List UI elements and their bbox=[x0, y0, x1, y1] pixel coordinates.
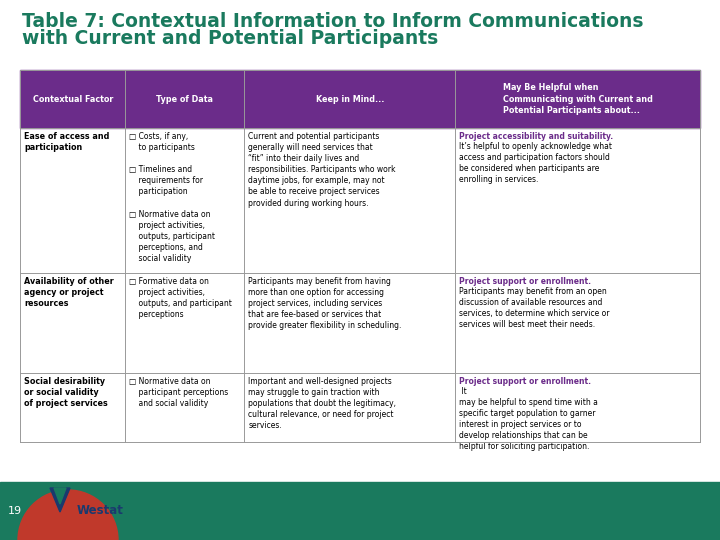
Bar bbox=[20, 373, 700, 493]
Text: May Be Helpful when
Communicating with Current and
Potential Participants about.: May Be Helpful when Communicating with C… bbox=[503, 83, 652, 114]
Text: Contextual Factor: Contextual Factor bbox=[32, 94, 113, 104]
Text: Important and well-designed projects
may struggle to gain traction with
populati: Important and well-designed projects may… bbox=[248, 377, 397, 430]
Wedge shape bbox=[18, 490, 118, 540]
Text: □ Formative data on
    project activities,
    outputs, and participant
    per: □ Formative data on project activities, … bbox=[130, 277, 233, 319]
Polygon shape bbox=[50, 488, 70, 512]
Text: Project support or enrollment.: Project support or enrollment. bbox=[459, 377, 591, 386]
Text: □ Costs, if any,
    to participants

□ Timelines and
    requirements for
    p: □ Costs, if any, to participants □ Timel… bbox=[130, 132, 215, 263]
Text: Current and potential participants
generally will need services that
“fit” into : Current and potential participants gener… bbox=[248, 132, 396, 207]
Bar bbox=[20, 70, 700, 128]
Text: with Current and Potential Participants: with Current and Potential Participants bbox=[22, 29, 438, 48]
Text: It’s helpful to openly acknowledge what
access and participation factors should
: It’s helpful to openly acknowledge what … bbox=[459, 142, 612, 184]
Bar bbox=[0, 482, 720, 540]
Bar bbox=[20, 128, 700, 273]
Text: It
may be helpful to spend time with a
specific target population to garner
inte: It may be helpful to spend time with a s… bbox=[459, 387, 598, 451]
Text: Keep in Mind...: Keep in Mind... bbox=[315, 94, 384, 104]
Text: Type of Data: Type of Data bbox=[156, 94, 213, 104]
Text: Participants may benefit from having
more than one option for accessing
project : Participants may benefit from having mor… bbox=[248, 277, 402, 330]
Text: 19: 19 bbox=[8, 506, 22, 516]
Text: Westat: Westat bbox=[77, 504, 124, 517]
Text: Participants may benefit from an open
discussion of available resources and
serv: Participants may benefit from an open di… bbox=[459, 287, 610, 329]
Text: Project accessibility and suitability.: Project accessibility and suitability. bbox=[459, 132, 613, 141]
Text: Project support or enrollment.: Project support or enrollment. bbox=[459, 277, 591, 286]
Text: Social desirability
or social validity
of project services: Social desirability or social validity o… bbox=[24, 377, 108, 408]
Text: Availability of other
agency or project
resources: Availability of other agency or project … bbox=[24, 277, 114, 308]
Text: □ Normative data on
    participant perceptions
    and social validity: □ Normative data on participant percepti… bbox=[130, 377, 229, 408]
Bar bbox=[20, 273, 700, 373]
Text: Table 7: Contextual Information to Inform Communications: Table 7: Contextual Information to Infor… bbox=[22, 12, 644, 31]
Text: Ease of access and
participation: Ease of access and participation bbox=[24, 132, 109, 152]
Text: CIPP: CIPP bbox=[685, 507, 708, 516]
Polygon shape bbox=[54, 488, 66, 504]
